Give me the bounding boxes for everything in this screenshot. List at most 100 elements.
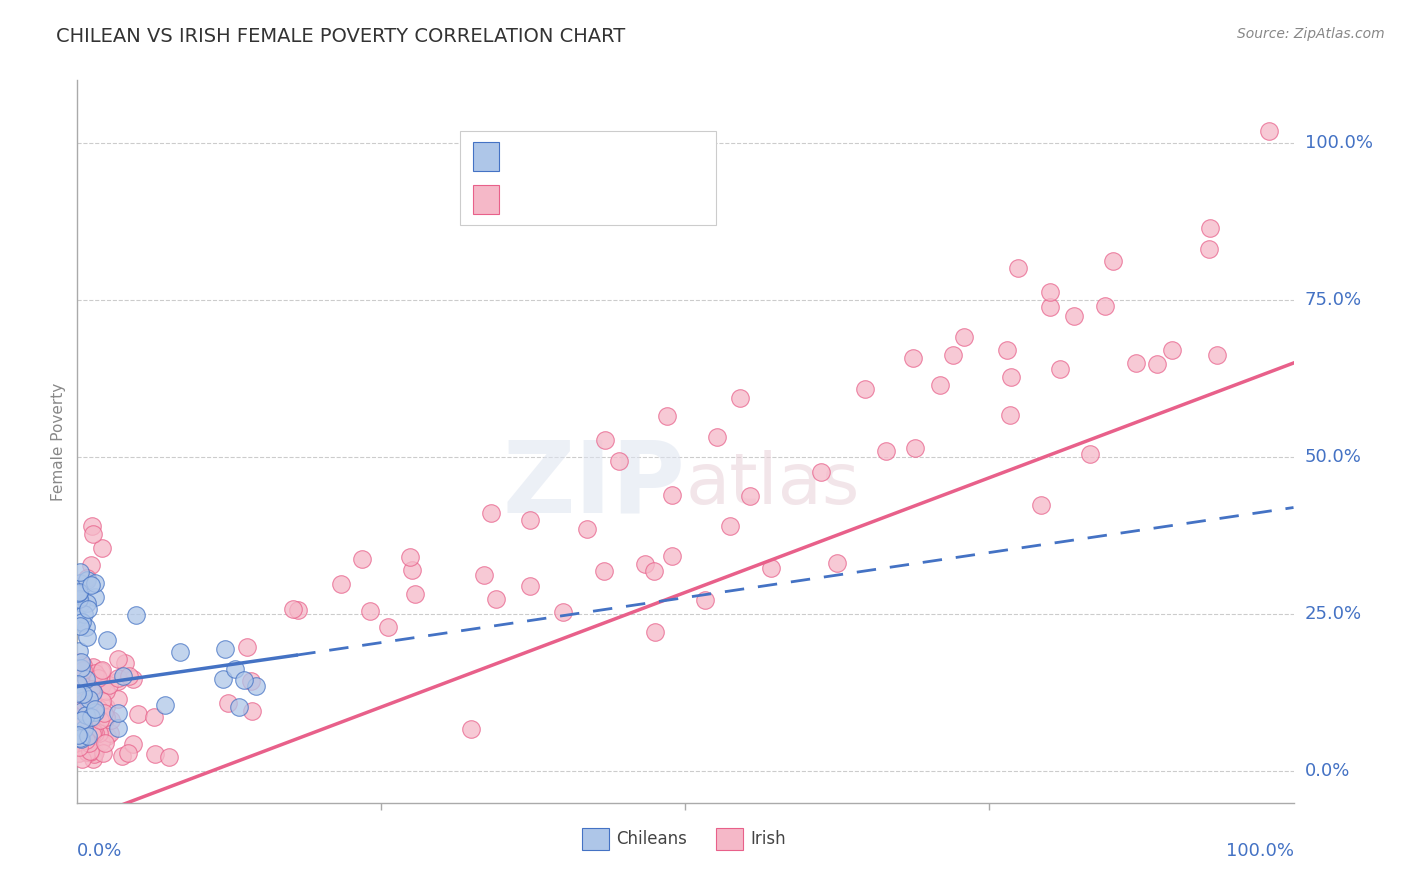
Text: 50.0%: 50.0% <box>1305 449 1361 467</box>
Point <box>96 632 118 647</box>
Point <box>91 746 114 760</box>
FancyBboxPatch shape <box>582 828 609 850</box>
Point <box>82 687 104 701</box>
Point <box>93 706 115 720</box>
Point <box>350 551 373 566</box>
Point <box>143 747 166 761</box>
Point <box>91 694 114 708</box>
Point <box>73 719 96 733</box>
Point <box>1199 221 1222 235</box>
Text: Irish: Irish <box>749 830 786 848</box>
Point <box>661 549 683 564</box>
Point <box>72 663 94 677</box>
Point <box>69 619 91 633</box>
FancyBboxPatch shape <box>472 185 499 214</box>
Point <box>398 550 420 565</box>
Point <box>634 558 657 572</box>
Point <box>211 672 233 686</box>
Point <box>87 672 110 686</box>
Point <box>73 695 96 709</box>
Text: 100.0%: 100.0% <box>1226 842 1294 860</box>
Point <box>592 564 614 578</box>
Point <box>377 620 399 634</box>
Point <box>404 587 426 601</box>
Point <box>67 728 90 742</box>
Point <box>66 686 89 700</box>
Point <box>72 718 94 732</box>
Point <box>72 752 94 766</box>
Point <box>76 574 98 588</box>
Point <box>72 658 94 673</box>
Point <box>67 644 90 658</box>
Point <box>224 662 246 676</box>
Point <box>76 602 98 616</box>
Point <box>1125 356 1147 370</box>
Point <box>67 585 90 599</box>
Point <box>96 729 118 743</box>
Point <box>73 722 96 736</box>
Point <box>217 697 239 711</box>
Point <box>1031 498 1053 512</box>
Point <box>67 723 90 737</box>
Point <box>67 727 90 741</box>
Point <box>77 729 100 743</box>
Point <box>575 522 598 536</box>
Point <box>481 507 503 521</box>
Text: ZIP: ZIP <box>502 436 686 533</box>
Point <box>693 592 716 607</box>
Point <box>90 664 112 678</box>
Point <box>998 408 1021 422</box>
Point <box>111 748 134 763</box>
Point <box>657 409 679 423</box>
Point <box>79 698 101 712</box>
Point <box>995 343 1018 357</box>
Point <box>86 669 108 683</box>
Point <box>70 596 93 610</box>
Point <box>853 382 876 396</box>
Point <box>80 519 103 533</box>
Text: CHILEAN VS IRISH FEMALE POVERTY CORRELATION CHART: CHILEAN VS IRISH FEMALE POVERTY CORRELAT… <box>56 27 626 45</box>
Point <box>96 710 118 724</box>
Point <box>107 671 129 685</box>
Point <box>121 738 143 752</box>
Point <box>118 669 141 683</box>
Text: 25.0%: 25.0% <box>1305 606 1362 624</box>
Point <box>83 726 105 740</box>
FancyBboxPatch shape <box>716 828 742 850</box>
Point <box>70 737 93 751</box>
Point <box>70 660 93 674</box>
Point <box>73 710 96 724</box>
Point <box>661 488 683 502</box>
Text: Chileans: Chileans <box>616 830 688 848</box>
Point <box>83 665 105 680</box>
Y-axis label: Female Poverty: Female Poverty <box>51 383 66 500</box>
Point <box>67 592 90 607</box>
Point <box>233 673 256 687</box>
Point <box>143 709 166 723</box>
Point <box>84 590 107 604</box>
Point <box>91 720 114 734</box>
Point <box>70 655 93 669</box>
Point <box>90 735 112 749</box>
Point <box>76 630 98 644</box>
Point <box>79 692 101 706</box>
Point <box>66 611 89 625</box>
Text: atlas: atlas <box>686 450 860 519</box>
Point <box>75 672 97 686</box>
Point <box>72 615 94 629</box>
Point <box>80 710 103 724</box>
Point <box>643 564 665 578</box>
Point <box>82 697 104 711</box>
Point <box>125 607 148 622</box>
Point <box>904 442 927 456</box>
Point <box>67 681 90 696</box>
Point <box>80 558 103 573</box>
Point <box>107 674 129 689</box>
Point <box>117 746 139 760</box>
Point <box>607 454 630 468</box>
Point <box>761 561 783 575</box>
Text: Source: ZipAtlas.com: Source: ZipAtlas.com <box>1237 27 1385 41</box>
Point <box>519 579 541 593</box>
Point <box>825 556 848 570</box>
Point <box>72 705 94 719</box>
